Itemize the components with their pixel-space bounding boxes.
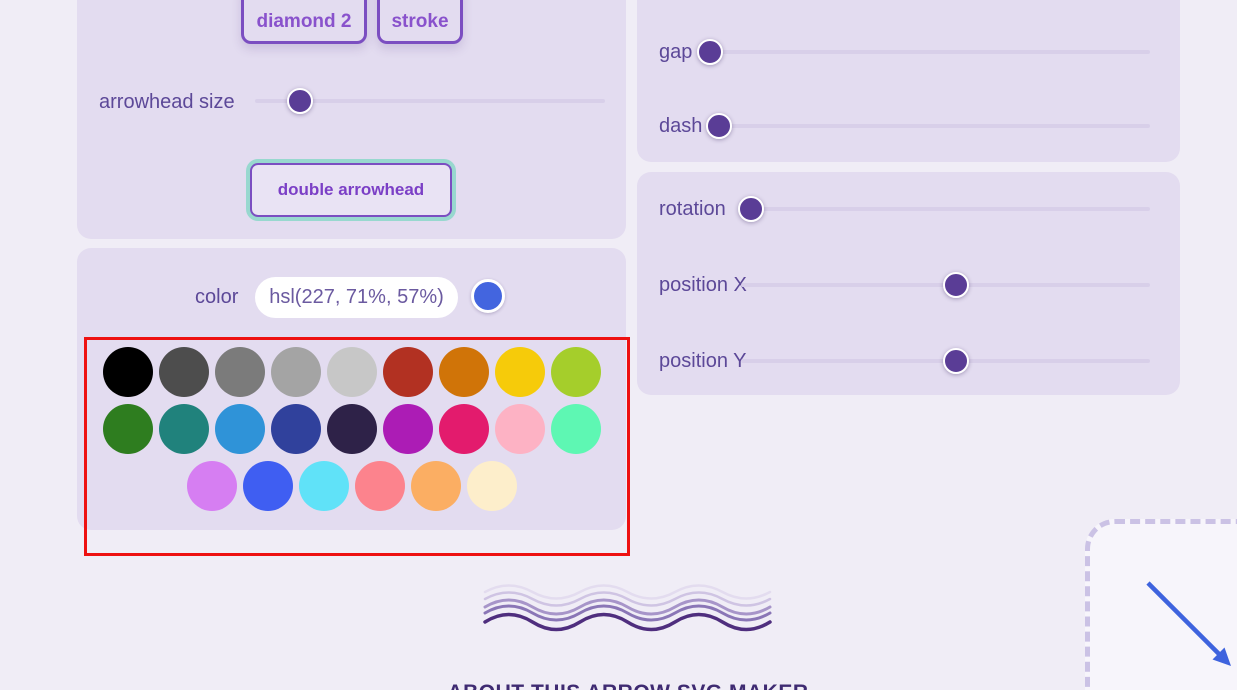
position-y-slider-thumb[interactable] <box>943 348 970 374</box>
color-swatch[interactable] <box>327 404 377 454</box>
color-swatch[interactable] <box>495 404 545 454</box>
color-swatch[interactable] <box>103 347 153 397</box>
current-color-swatch[interactable] <box>471 279 505 313</box>
color-swatch[interactable] <box>411 461 461 511</box>
color-swatch[interactable] <box>551 347 601 397</box>
arrowhead-size-slider-thumb[interactable] <box>287 88 314 114</box>
rotation-slider-thumb[interactable] <box>738 196 765 222</box>
palette-row <box>87 404 627 454</box>
arrowhead-size-label: arrowhead size <box>99 91 235 113</box>
color-swatch[interactable] <box>215 404 265 454</box>
gap-label: gap <box>659 41 693 63</box>
dash-label: dash <box>659 115 703 137</box>
palette-row <box>87 347 627 397</box>
stroke-options-card: gap dash <box>637 0 1180 162</box>
color-swatch[interactable] <box>103 404 153 454</box>
rotation-label: rotation <box>659 198 726 220</box>
color-swatch[interactable] <box>383 347 433 397</box>
color-swatch[interactable] <box>355 461 405 511</box>
annotation-highlight-box <box>84 337 630 556</box>
arrowhead-size-slider[interactable] <box>255 88 605 114</box>
gap-slider[interactable] <box>696 39 1150 65</box>
gap-slider-thumb[interactable] <box>696 39 723 65</box>
preview-canvas <box>1085 519 1237 690</box>
color-swatch[interactable] <box>467 461 517 511</box>
about-heading: ABOUT THIS ARROW SVG MAKER <box>398 681 858 690</box>
style-button-diamond-2[interactable]: diamond 2 <box>241 0 367 44</box>
position-x-label: position X <box>659 274 747 296</box>
position-y-label: position Y <box>659 350 747 372</box>
color-label: color <box>195 286 239 308</box>
wave-divider-icon <box>483 584 772 632</box>
color-swatch[interactable] <box>159 347 209 397</box>
color-swatch[interactable] <box>159 404 209 454</box>
color-swatch[interactable] <box>271 347 321 397</box>
dash-slider-thumb[interactable] <box>705 113 732 139</box>
color-swatch[interactable] <box>439 347 489 397</box>
palette-row <box>87 461 627 511</box>
color-swatch[interactable] <box>215 347 265 397</box>
position-y-slider[interactable] <box>741 348 1150 374</box>
color-swatch[interactable] <box>327 347 377 397</box>
color-swatch[interactable] <box>383 404 433 454</box>
color-swatch[interactable] <box>187 461 237 511</box>
color-swatch[interactable] <box>299 461 349 511</box>
color-swatch[interactable] <box>439 404 489 454</box>
color-swatch[interactable] <box>495 347 545 397</box>
position-x-slider[interactable] <box>741 272 1150 298</box>
color-swatch[interactable] <box>243 461 293 511</box>
diagonal-arrow-icon <box>1146 581 1231 666</box>
color-swatch[interactable] <box>551 404 601 454</box>
color-swatch[interactable] <box>271 404 321 454</box>
arrowhead-style-card: diamond 2 stroke arrowhead size double a… <box>77 0 626 239</box>
dash-slider[interactable] <box>705 113 1150 139</box>
color-input[interactable] <box>255 277 458 318</box>
color-palette <box>87 347 627 511</box>
transform-card: rotation position X position Y <box>637 172 1180 395</box>
position-x-slider-thumb[interactable] <box>943 272 970 298</box>
double-arrowhead-button[interactable]: double arrowhead <box>250 163 452 217</box>
rotation-slider[interactable] <box>738 196 1150 222</box>
style-button-stroke[interactable]: stroke <box>377 0 463 44</box>
